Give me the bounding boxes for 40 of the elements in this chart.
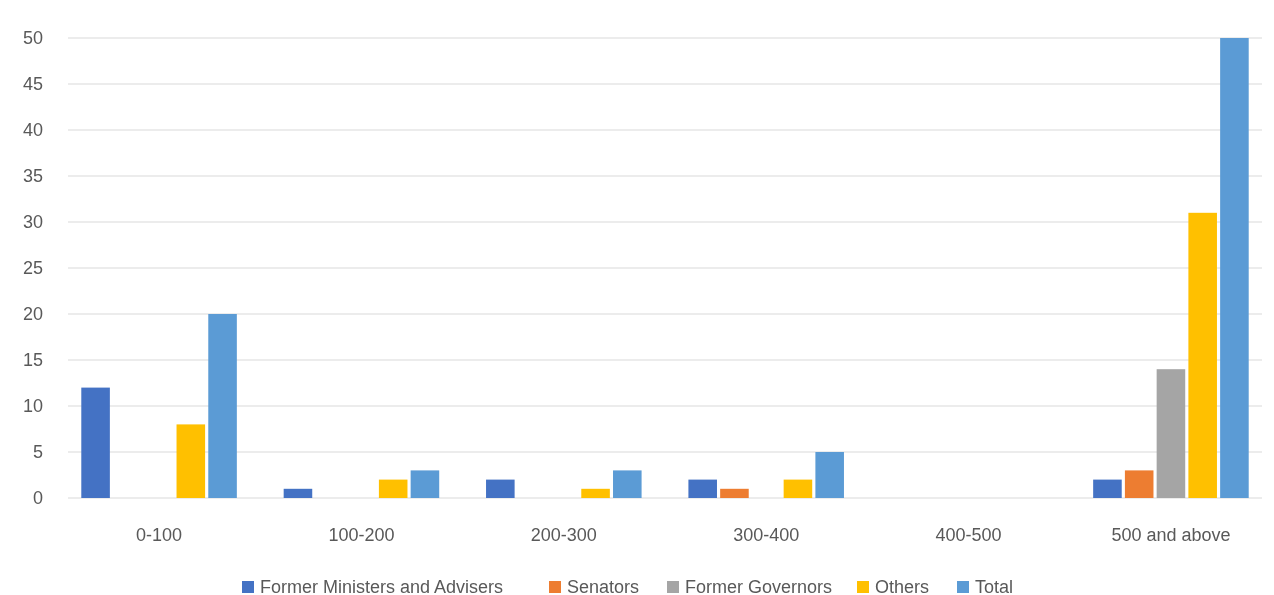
bar	[688, 479, 717, 498]
bar	[783, 479, 813, 498]
y-tick-label: 50	[22, 28, 43, 49]
bar	[613, 470, 642, 498]
y-tick-label: 5	[32, 442, 43, 463]
bar	[1124, 470, 1154, 498]
legend-label: Former Governors	[685, 577, 833, 595]
legend-label: Others	[875, 577, 930, 595]
bar	[720, 488, 749, 498]
bar	[1220, 38, 1249, 498]
y-tick-label: 10	[22, 396, 43, 417]
y-tick-label: 20	[22, 304, 43, 325]
bar	[81, 387, 110, 498]
bar	[1188, 212, 1217, 498]
bar	[283, 488, 313, 498]
x-tick-label: 500 and above	[1111, 525, 1231, 545]
y-tick-label: 35	[22, 166, 43, 187]
x-tick-label: 300-400	[733, 525, 800, 545]
bar	[486, 479, 515, 498]
bar	[815, 452, 844, 498]
x-tick-label: 0-100	[136, 525, 183, 545]
bar	[410, 470, 440, 498]
y-tick-label: 0	[32, 488, 43, 509]
legend-label: Senators	[567, 577, 640, 595]
bar	[208, 314, 237, 498]
bar	[378, 479, 408, 498]
x-tick-label: 400-500	[935, 525, 1002, 545]
y-tick-label: 30	[22, 212, 43, 233]
bar	[1093, 479, 1122, 498]
x-tick-label: 200-300	[530, 525, 597, 545]
y-tick-label: 25	[22, 258, 43, 279]
x-tick-label: 100-200	[328, 525, 395, 545]
bar	[1156, 369, 1186, 498]
y-tick-label: 15	[22, 350, 43, 371]
bar	[176, 424, 206, 498]
legend-label: Total	[975, 577, 1014, 595]
y-tick-label: 45	[22, 74, 43, 95]
legend-label: Former Ministers and Advisers	[260, 577, 504, 595]
bar	[581, 488, 610, 498]
y-tick-label: 40	[22, 120, 43, 141]
